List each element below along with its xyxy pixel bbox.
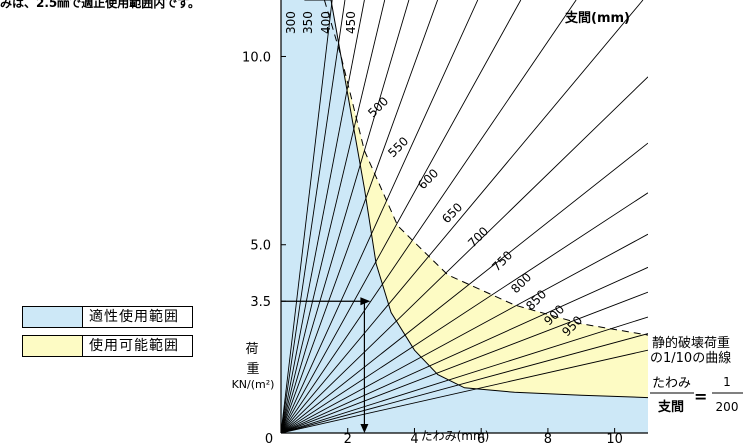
legend-label-usable: 使用可能範囲 <box>89 338 179 354</box>
y-axis-label-1: 荷 <box>245 342 258 357</box>
failure-curve-label-1: 静的破壊荷重 <box>652 335 730 351</box>
optimal-range-region <box>281 0 648 433</box>
x-tick-label-2: 2 <box>344 432 352 443</box>
series-line-500 <box>281 0 410 433</box>
x-tick-label-8: 8 <box>544 432 552 443</box>
series-line-750 <box>281 0 644 433</box>
failure-curve-label-2: の1/10の曲線 <box>650 350 731 366</box>
series-line-800 <box>281 76 648 433</box>
series-label-750: 750 <box>489 248 515 274</box>
header-text: みは、2.5㎜で適正使用範囲内です。 <box>0 0 201 10</box>
series-label-700: 700 <box>465 224 491 250</box>
x-tick-label-4: 4 <box>410 432 418 443</box>
ratio-denominator: 200 <box>716 400 739 414</box>
series-label-450: 450 <box>344 11 358 34</box>
ratio-numerator: 1 <box>723 375 731 389</box>
legend-item-optimal: 適性使用範囲 <box>22 306 193 328</box>
series-line-450 <box>281 0 386 433</box>
series-label-350: 350 <box>301 11 315 34</box>
y-tick-label-5.0: 5.0 <box>250 239 271 254</box>
y-axis-label-2: 重 <box>246 361 259 377</box>
failure-load-curve <box>323 0 648 336</box>
y-axis-label-unit: KN/(m²) <box>232 378 275 391</box>
series-line-650 <box>281 0 522 433</box>
series-label-550: 550 <box>385 134 411 160</box>
series-line-300 <box>281 0 333 433</box>
series-line-950 <box>281 233 648 433</box>
x-tick-label-0: 0 <box>265 432 273 443</box>
series-line-900 <box>281 192 648 433</box>
ratio-deflection-word: たわみ <box>652 376 691 391</box>
series-line-700 <box>281 0 577 433</box>
series-line-600 <box>281 0 479 433</box>
series-line-1100 <box>281 316 648 433</box>
series-label-300: 300 <box>284 11 298 34</box>
series-label-600: 600 <box>415 166 441 192</box>
example-reading-arrows <box>281 297 371 433</box>
series-label-400: 400 <box>319 11 333 34</box>
usable-range-region <box>304 0 648 398</box>
series-label-800: 800 <box>508 270 534 296</box>
optimal-boundary-curve <box>304 0 648 399</box>
legend-item-usable: 使用可能範囲 <box>22 335 193 357</box>
y-tick-label-10.0: 10.0 <box>242 50 271 65</box>
x-axis-label: たわみ(mm) <box>421 429 490 443</box>
x-tick-label-6: 6 <box>477 432 485 443</box>
series-line-550 <box>281 0 439 433</box>
series-line-1200 <box>281 349 648 433</box>
series-line-1000 <box>281 266 648 433</box>
ratio-equals: = <box>694 387 707 406</box>
series-line-350 <box>281 0 346 433</box>
series-line-1150 <box>281 333 648 433</box>
series-label-650: 650 <box>439 200 465 226</box>
legend-swatch-optimal <box>23 307 83 327</box>
legend-label-optimal: 適性使用範囲 <box>89 309 179 325</box>
x-tick-label-10: 10 <box>606 432 623 443</box>
y-tick-label-3.5: 3.5 <box>250 295 271 310</box>
ratio-span-word: 支間 <box>657 399 684 415</box>
series-line-400 <box>281 0 365 433</box>
series-label-500: 500 <box>365 94 391 120</box>
series-title: 支間(mm) <box>564 10 630 26</box>
legend-swatch-usable <box>23 336 83 356</box>
series-line-850 <box>281 142 648 433</box>
series-line-1050 <box>281 291 648 433</box>
